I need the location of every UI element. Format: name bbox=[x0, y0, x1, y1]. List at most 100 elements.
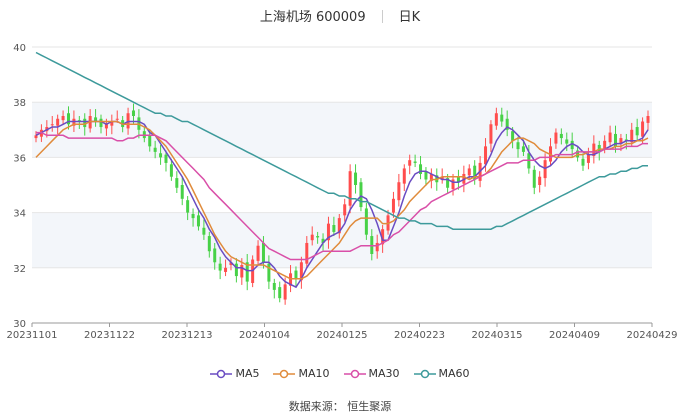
legend-item-ma60[interactable]: MA60 bbox=[413, 367, 470, 380]
candle bbox=[337, 218, 341, 234]
candle bbox=[61, 116, 65, 121]
grid-band bbox=[32, 102, 652, 158]
candle bbox=[635, 127, 639, 136]
candle bbox=[359, 182, 363, 208]
candle bbox=[50, 124, 54, 126]
candle bbox=[224, 267, 228, 272]
candle bbox=[196, 215, 200, 227]
x-tick-label: 20240104 bbox=[239, 330, 290, 341]
chart-legend: MA5 MA10 MA30 MA60 bbox=[0, 367, 680, 380]
candle bbox=[159, 153, 163, 158]
candle bbox=[456, 176, 460, 183]
candle bbox=[169, 164, 173, 177]
candle bbox=[207, 236, 211, 252]
candle bbox=[153, 147, 157, 152]
candle bbox=[630, 129, 634, 143]
candle bbox=[592, 143, 596, 157]
candle bbox=[343, 204, 347, 216]
candle bbox=[440, 176, 444, 180]
candle bbox=[451, 179, 455, 190]
y-tick-label: 36 bbox=[13, 153, 26, 164]
legend-marker-dot bbox=[420, 369, 429, 379]
candle bbox=[402, 168, 406, 184]
candle bbox=[419, 164, 423, 174]
candle bbox=[240, 265, 244, 278]
legend-item-ma5[interactable]: MA5 bbox=[210, 367, 259, 380]
candle bbox=[375, 242, 379, 252]
data-source: 数据来源： 恒生聚源 bbox=[288, 400, 392, 413]
candle bbox=[408, 160, 412, 166]
candle bbox=[234, 263, 238, 277]
candle bbox=[316, 236, 320, 238]
candle bbox=[305, 242, 309, 264]
candle bbox=[180, 185, 184, 199]
legend-label: MA60 bbox=[438, 367, 470, 380]
x-tick-label: 20240223 bbox=[394, 330, 445, 341]
legend-marker-dot bbox=[217, 369, 226, 379]
x-tick-label: 20240125 bbox=[317, 330, 368, 341]
candle bbox=[467, 168, 471, 176]
candle bbox=[570, 140, 574, 150]
candle bbox=[164, 154, 168, 163]
y-tick-label: 32 bbox=[13, 264, 26, 275]
candle bbox=[332, 225, 336, 232]
legend-marker-icon bbox=[343, 369, 366, 379]
candle bbox=[521, 146, 525, 152]
candle bbox=[500, 114, 504, 122]
candle bbox=[364, 208, 368, 235]
candle bbox=[104, 124, 108, 129]
candle bbox=[66, 113, 70, 125]
candle bbox=[115, 118, 119, 120]
candle bbox=[256, 245, 260, 261]
candle bbox=[538, 176, 542, 185]
candle bbox=[554, 132, 558, 144]
candle bbox=[641, 121, 645, 137]
ma-line-ma5 bbox=[35, 120, 649, 289]
candle bbox=[56, 118, 60, 126]
candle bbox=[299, 262, 303, 281]
candle bbox=[213, 248, 217, 263]
candle bbox=[559, 133, 563, 139]
candle bbox=[614, 133, 618, 147]
y-tick-label: 30 bbox=[13, 319, 26, 330]
x-tick-label: 20231213 bbox=[162, 330, 213, 341]
candle bbox=[505, 118, 509, 130]
legend-label: MA10 bbox=[298, 367, 330, 380]
legend-label: MA5 bbox=[235, 367, 260, 380]
legend-label: MA30 bbox=[368, 367, 400, 380]
candle bbox=[245, 262, 249, 282]
candle bbox=[283, 284, 287, 300]
candle bbox=[278, 287, 282, 299]
ma-line-ma30 bbox=[36, 131, 648, 261]
candle bbox=[532, 169, 536, 188]
candle bbox=[646, 116, 650, 123]
candle bbox=[603, 140, 607, 150]
candle bbox=[218, 263, 222, 271]
candle bbox=[354, 172, 358, 185]
legend-item-ma30[interactable]: MA30 bbox=[343, 367, 400, 380]
candle bbox=[413, 161, 417, 163]
legend-marker-icon bbox=[273, 369, 296, 379]
candle bbox=[110, 121, 114, 126]
legend-marker-dot bbox=[350, 369, 359, 379]
candle bbox=[321, 238, 325, 243]
legend-marker-icon bbox=[210, 369, 233, 379]
candle bbox=[94, 117, 98, 122]
candle bbox=[511, 131, 515, 141]
candle bbox=[473, 165, 477, 180]
x-tick-label: 20240409 bbox=[549, 330, 600, 341]
candle bbox=[494, 113, 498, 126]
candle bbox=[272, 282, 276, 290]
ma-line-ma10 bbox=[35, 120, 649, 280]
candle bbox=[489, 124, 493, 144]
period-label[interactable]: 日K bbox=[398, 10, 421, 25]
candle bbox=[608, 132, 612, 143]
candle bbox=[267, 263, 271, 282]
chart-title: 上海机场 600009 日K bbox=[0, 6, 680, 25]
title-divider bbox=[381, 10, 383, 23]
candle bbox=[326, 223, 330, 241]
candle bbox=[381, 229, 385, 245]
legend-item-ma10[interactable]: MA10 bbox=[273, 367, 330, 380]
candle bbox=[34, 135, 38, 139]
